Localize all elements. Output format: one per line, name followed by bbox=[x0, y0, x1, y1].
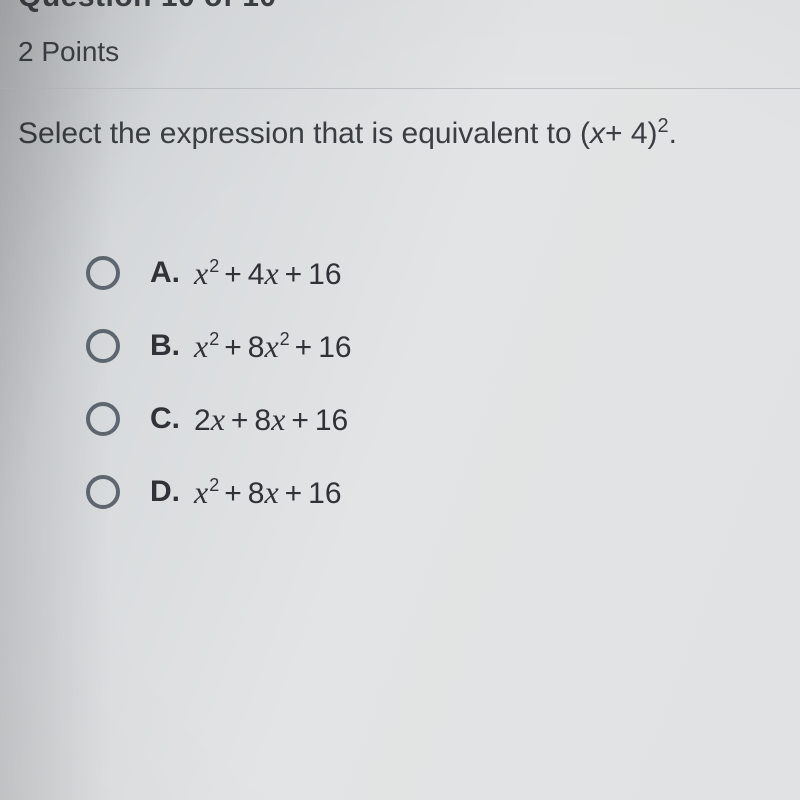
answer-choice[interactable]: D.x2+8x+16 bbox=[86, 474, 800, 511]
math-token: 16 bbox=[308, 258, 341, 292]
prompt-var: x bbox=[590, 117, 605, 150]
math-token: x bbox=[264, 328, 278, 365]
radio-icon[interactable] bbox=[86, 402, 120, 436]
math-token: x bbox=[211, 401, 225, 438]
prompt-trailing: . bbox=[669, 117, 677, 150]
question-number-text: Question 10 of 10 bbox=[18, 0, 277, 13]
answer-choice[interactable]: C.2x+8x+16 bbox=[86, 401, 800, 438]
radio-icon[interactable] bbox=[86, 475, 120, 509]
math-token: 2 bbox=[209, 475, 219, 496]
question-prompt: Select the expression that is equivalent… bbox=[0, 89, 800, 155]
quiz-screen: Question 10 of 10 2 Points Select the ex… bbox=[0, 0, 800, 800]
math-token: 8 bbox=[248, 331, 265, 365]
choice-letter: C. bbox=[150, 402, 180, 436]
answer-choices: A.x2+4x+16B.x2+8x2+16C.2x+8x+16D.x2+8x+1… bbox=[0, 255, 800, 511]
math-token: 16 bbox=[318, 331, 351, 365]
radio-icon[interactable] bbox=[86, 329, 120, 363]
prompt-plus-const: + 4) bbox=[605, 117, 658, 150]
prompt-exponent: 2 bbox=[658, 115, 669, 137]
answer-choice[interactable]: B.x2+8x2+16 bbox=[86, 328, 800, 365]
math-token: x bbox=[194, 474, 208, 511]
math-token: 4 bbox=[248, 258, 265, 292]
math-token: 8 bbox=[248, 477, 265, 511]
prompt-leading: Select the expression that is equivalent… bbox=[18, 117, 590, 150]
math-token: + bbox=[218, 477, 248, 511]
math-token: 2 bbox=[194, 404, 211, 438]
math-token: 2 bbox=[209, 256, 219, 277]
math-token: x bbox=[264, 255, 278, 292]
choice-expression: x2+4x+16 bbox=[194, 255, 342, 292]
math-token: 8 bbox=[254, 404, 271, 438]
math-token: x bbox=[271, 401, 285, 438]
math-token: x bbox=[194, 328, 208, 365]
math-token: + bbox=[289, 331, 319, 365]
choice-expression: x2+8x+16 bbox=[194, 474, 342, 511]
choice-expression: 2x+8x+16 bbox=[194, 401, 348, 438]
answer-choice[interactable]: A.x2+4x+16 bbox=[86, 255, 800, 292]
radio-icon[interactable] bbox=[86, 256, 120, 290]
math-token: + bbox=[279, 258, 309, 292]
math-token: + bbox=[279, 477, 309, 511]
math-token: 2 bbox=[209, 329, 219, 350]
choice-letter: D. bbox=[150, 475, 180, 509]
math-token: 16 bbox=[315, 404, 348, 438]
math-token: 2 bbox=[280, 329, 290, 350]
math-token: + bbox=[218, 331, 248, 365]
math-token: + bbox=[285, 404, 315, 438]
choice-letter: B. bbox=[150, 329, 180, 363]
math-token: + bbox=[225, 404, 255, 438]
math-token: + bbox=[218, 258, 248, 292]
math-token: 16 bbox=[308, 477, 341, 511]
question-number-fragment: Question 10 of 10 bbox=[0, 0, 800, 30]
math-token: x bbox=[194, 255, 208, 292]
choice-expression: x2+8x2+16 bbox=[194, 328, 352, 365]
choice-letter: A. bbox=[150, 256, 180, 290]
points-line: 2 Points bbox=[0, 30, 800, 68]
math-token: x bbox=[264, 474, 278, 511]
